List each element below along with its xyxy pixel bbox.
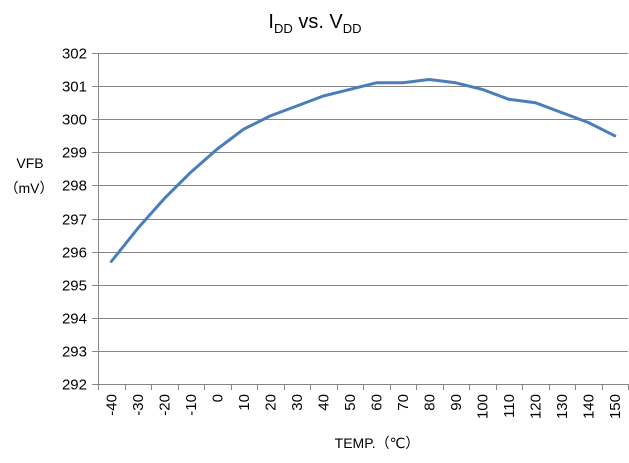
y-tick-label: 294: [62, 311, 87, 328]
x-tick-label: 60: [368, 394, 385, 411]
x-tick-label: 50: [342, 394, 359, 411]
x-tick-label: 100: [474, 394, 491, 419]
x-tick-label: 10: [236, 394, 253, 411]
y-tick-label: 300: [62, 112, 87, 129]
chart-title: IDD vs. VDD: [268, 11, 361, 36]
x-tick-labels: -40 -30 -20 -10 0 10 20 30 40 50 60 70 80 90 100 110 120…: [103, 394, 624, 419]
y-tick-label: 301: [62, 79, 87, 96]
y-tick-label: 302: [62, 46, 87, 63]
x-tick-label: 40: [315, 394, 332, 411]
x-tick-label: 70: [395, 394, 412, 411]
y-tick-label: 295: [62, 278, 87, 295]
x-tick-label: 20: [262, 394, 279, 411]
series: [111, 79, 615, 261]
x-tick-label: 0: [209, 394, 226, 402]
x-tick-label: 120: [527, 394, 544, 419]
x-axis-label: TEMP.（℃）: [335, 435, 420, 451]
x-tick-label: -10: [183, 394, 200, 416]
grid-lines: [98, 54, 628, 352]
y-tick-label: 298: [62, 178, 87, 195]
x-tick-label: 150: [607, 394, 624, 419]
axes: [92, 53, 629, 390]
x-tick-label: -30: [130, 394, 147, 416]
y-tick-label: 299: [62, 145, 87, 162]
x-tick-label: -40: [103, 394, 120, 416]
series-line-0: [111, 80, 615, 262]
x-tick-label: 30: [289, 394, 306, 411]
x-tick-label: -20: [156, 394, 173, 416]
x-tick-label: 130: [554, 394, 571, 419]
x-tick-label: 80: [421, 394, 438, 411]
x-tick-label: 90: [448, 394, 465, 411]
y-axis-label-line1: VFB: [16, 155, 43, 171]
y-tick-label: 297: [62, 212, 87, 229]
x-tick-label: 110: [501, 394, 518, 418]
y-axis-label-line2: （mV）: [5, 180, 54, 196]
y-tick-label: 293: [62, 344, 87, 361]
y-tick-labels: 292 293 294 295 296 297 298 299 300 301 302: [62, 46, 87, 394]
x-tick-label: 140: [580, 394, 597, 419]
y-tick-label: 296: [62, 245, 87, 262]
y-tick-label: 292: [62, 377, 87, 394]
